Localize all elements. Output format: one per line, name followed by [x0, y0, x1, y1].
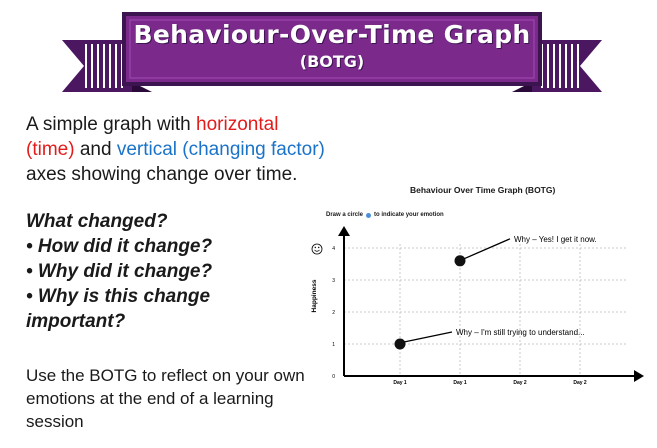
title-banner: Behaviour-Over-Time Graph (BOTG) [62, 0, 602, 110]
banner-subtitle: (BOTG) [299, 52, 365, 71]
intro-text-2: and [74, 139, 117, 160]
questions-list: What changed? • How did it change? • Why… [26, 209, 306, 334]
botg-graph: 0 1 2 3 4 Day 1 Day 1 Day 2 Day 2 Happiness Why – … [300, 180, 650, 390]
smiley-icon-eye [314, 246, 316, 249]
reflect-text: Use the BOTG to reflect on your own emot… [26, 366, 305, 431]
annotation-label: Why – I'm still trying to understand... [456, 328, 585, 337]
botg-chart: 0 1 2 3 4 Day 1 Day 1 Day 2 Day 2 Happiness Why – … [311, 226, 644, 386]
time-term: (time) [26, 139, 75, 160]
x-tick-label: Day 2 [573, 380, 587, 386]
y-tick-label: 2 [332, 310, 335, 316]
banner-ribbon-shape [62, 12, 602, 92]
y-tick-label: 1 [332, 342, 335, 348]
data-point [394, 338, 406, 350]
y-tick-label: 4 [332, 246, 335, 252]
y-axis-label: Happiness [311, 279, 318, 312]
x-axis-arrow [634, 370, 644, 382]
graph-title: Behaviour Over Time Graph (BOTG) [410, 185, 556, 195]
intro-paragraph: A simple graph with horizontal (time) an… [26, 112, 356, 187]
question-item: • Why is this change important? [26, 286, 211, 332]
question-item: • Why did it change? [26, 261, 213, 282]
annotation-leader [403, 331, 453, 343]
x-tick-label: Day 1 [453, 380, 467, 386]
question-item: What changed? [26, 211, 168, 232]
horizontal-term: horizontal [196, 114, 279, 135]
banner-title: Behaviour-Over-Time Graph [133, 20, 531, 49]
y-tick-label: 3 [332, 278, 335, 284]
instruction-text-after: to indicate your emotion [374, 212, 444, 218]
data-point [454, 255, 466, 267]
intro-text-3: axes showing change over time. [26, 164, 298, 185]
smiley-icon [311, 243, 323, 255]
annotation-label: Why – Yes! I get it now. [514, 235, 597, 244]
y-tick-label: 0 [332, 374, 335, 380]
y-axis-arrow [338, 226, 350, 236]
x-tick-label: Day 1 [393, 380, 407, 386]
graph-instruction: Draw a circle to indicate your emotion [326, 212, 444, 218]
smiley-icon-eye [318, 246, 320, 249]
smiley-icon-mouth [314, 249, 320, 252]
vertical-term: vertical (changing factor) [116, 139, 325, 160]
blue-dot-icon [366, 212, 372, 218]
question-item: • How did it change? [26, 236, 213, 257]
annotation-leader [463, 238, 511, 260]
x-tick-label: Day 2 [513, 380, 527, 386]
instruction-text-before: Draw a circle [326, 212, 364, 218]
intro-text-1: A simple graph with [26, 114, 197, 135]
